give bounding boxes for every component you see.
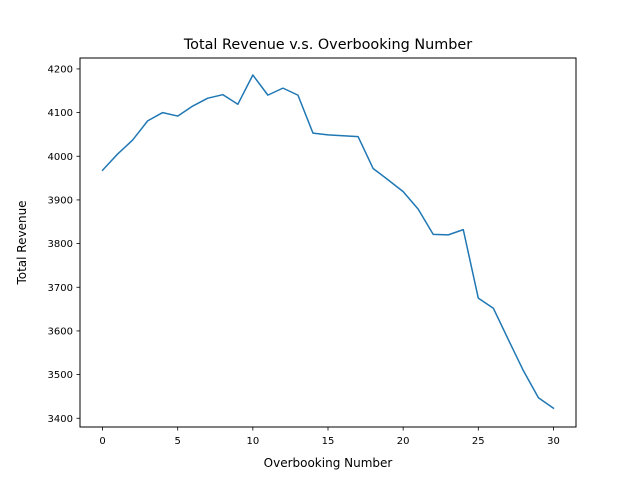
y-tick-label: 3400	[48, 414, 73, 425]
x-axis-ticks: 0 5 10 15 20 25 30	[99, 427, 560, 447]
series-line-layer	[101, 74, 555, 410]
chart-title: Total Revenue v.s. Overbooking Number	[183, 37, 472, 53]
x-tick-label: 10	[246, 436, 259, 447]
x-tick-label: 20	[397, 436, 410, 447]
x-tick-label: 25	[472, 436, 485, 447]
y-tick-label: 3600	[48, 327, 73, 338]
y-tick-label: 3800	[48, 239, 73, 250]
y-tick-label: 4000	[48, 152, 73, 163]
y-axis-label: Total Revenue	[15, 200, 29, 285]
x-tick-label: 5	[175, 436, 181, 447]
y-tick-label: 3500	[48, 370, 73, 381]
axes-frame	[79, 57, 577, 428]
y-tick-label: 3700	[48, 283, 73, 294]
plot-area: 0 5 10 15 20 25 30 3400 3500 3600 3700 3800 3900 400…	[48, 57, 577, 447]
series-line-0	[101, 74, 555, 410]
x-tick-label: 0	[99, 436, 105, 447]
y-tick-label: 4100	[48, 108, 73, 119]
x-axis-label: Overbooking Number	[264, 456, 393, 470]
x-tick-label: 30	[547, 436, 560, 447]
y-axis-ticks: 3400 3500 3600 3700 3800 3900 4000 4100 4200	[48, 65, 80, 425]
x-tick-label: 15	[322, 436, 335, 447]
y-tick-label: 3900	[48, 196, 73, 207]
y-tick-label: 4200	[48, 65, 73, 76]
